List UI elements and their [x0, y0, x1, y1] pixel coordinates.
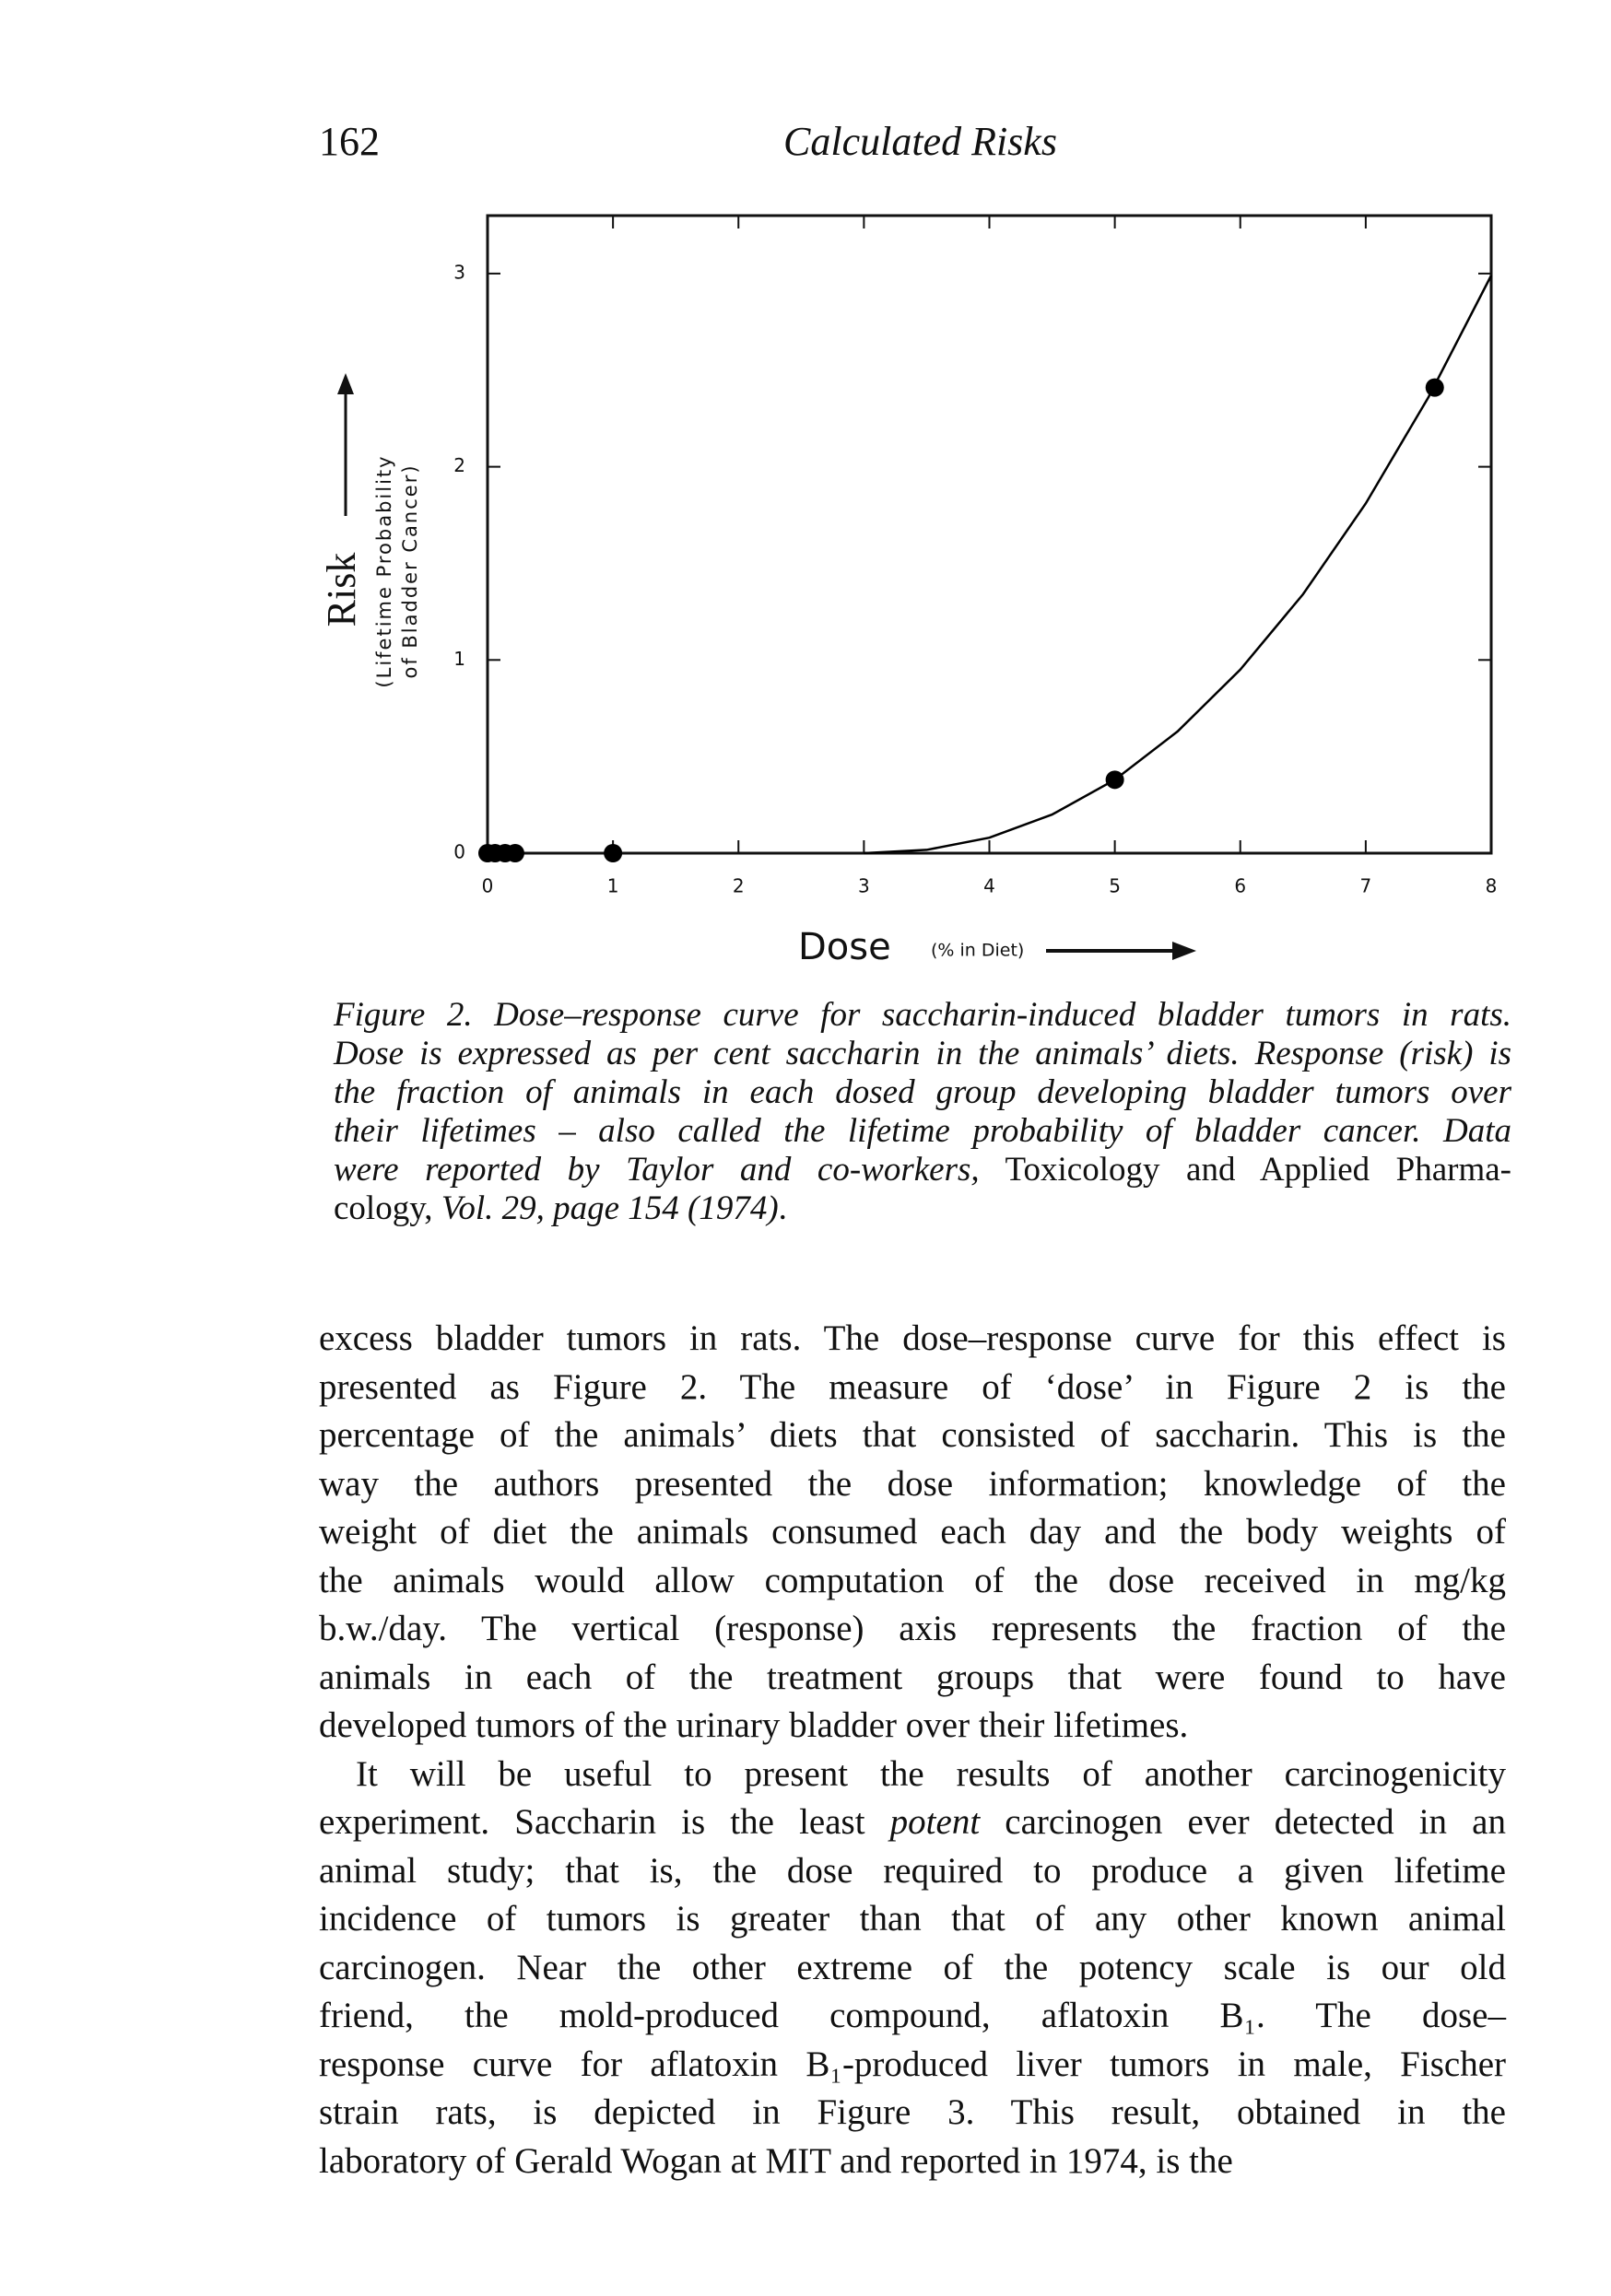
- caption-line: the fraction of animals in each dosed gr…: [334, 1073, 1511, 1111]
- y-sublabel: of Bladder Cancer): [399, 463, 421, 678]
- caption-text: Toxicology and Applied Pharma-: [979, 1151, 1511, 1189]
- x-tick-label: 8: [1486, 875, 1498, 897]
- caption-text: cology,: [334, 1189, 441, 1227]
- caption-text: .: [778, 1189, 787, 1227]
- body-line: animals in each of the treatment groups …: [319, 1657, 1506, 1697]
- body-line: carcinogen. Near the other extreme of th…: [319, 1947, 1506, 1987]
- body-line: response curve for aflatoxin B₁-produced…: [319, 2044, 1506, 2084]
- x-tick-label: 3: [858, 875, 870, 897]
- y-tick-label: 2: [453, 454, 465, 476]
- x-tick-label: 4: [983, 875, 995, 897]
- body-line: animal study; that is, the dose required…: [319, 1850, 1506, 1891]
- x-tick-label: 7: [1360, 875, 1372, 897]
- body-line: strain rats, is depicted in Figure 3. Th…: [319, 2092, 1506, 2132]
- caption-line: cology, Vol. 29, page 154 (1974).: [334, 1189, 1511, 1228]
- x-arrowhead: [1172, 942, 1196, 960]
- body-line: excess bladder tumors in rats. The dose–…: [319, 1318, 1506, 1358]
- caption-line: their lifetimes – also called the lifeti…: [334, 1112, 1511, 1150]
- data-point: [505, 844, 524, 862]
- body-line: weight of diet the animals consumed each…: [319, 1512, 1506, 1552]
- x-sublabel: (% in Diet): [931, 941, 1024, 961]
- y-tick-label: 3: [453, 261, 465, 283]
- body-line: presented as Figure 2. The measure of ‘d…: [319, 1366, 1506, 1407]
- x-tick-label: 5: [1109, 875, 1121, 897]
- x-tick-label: 6: [1234, 875, 1246, 897]
- body-line: friend, the mold-produced compound, afla…: [319, 1996, 1506, 2035]
- body-line: experiment. Saccharin is the least poten…: [319, 1801, 1506, 1843]
- caption-line: Figure 2. Dose–response curve for saccha…: [334, 996, 1511, 1034]
- y-tick-label: 1: [453, 648, 465, 670]
- body-line: laboratory of Gerald Wogan at MIT and re…: [319, 2140, 1233, 2181]
- plot-frame: [486, 214, 1493, 855]
- y-tick-label: 0: [453, 841, 465, 863]
- caption-line: were reported by Taylor and co-workers, …: [334, 1150, 1511, 1189]
- fit-curve: [864, 275, 1493, 855]
- body-line: incidence of tumors is greater than that…: [319, 1899, 1506, 1939]
- body-line: the animals would allow computation of t…: [319, 1560, 1506, 1600]
- x-tick-label: 1: [607, 875, 619, 897]
- body-text: carcinogen ever detected in an: [980, 1802, 1506, 1842]
- body-line: developed tumors of the urinary bladder …: [319, 1705, 1189, 1745]
- body-line: It will be useful to present the results…: [356, 1753, 1506, 1794]
- caption-text: were reported by Taylor and co-workers,: [334, 1151, 980, 1189]
- body-line: percentage of the animals’ diets that co…: [319, 1415, 1506, 1455]
- page-number: 162: [319, 119, 380, 164]
- chart: Risk (Lifetime Probability of Bladder Ca…: [319, 214, 1498, 968]
- x-tick-label: 0: [482, 875, 494, 897]
- x-label: Dose: [798, 926, 891, 968]
- x-tick-label: 2: [733, 875, 745, 897]
- body-line: way the authors presented the dose infor…: [319, 1463, 1506, 1504]
- caption-text: Vol. 29, page 154 (1974): [441, 1189, 779, 1227]
- y-label: Risk: [319, 553, 364, 627]
- caption-line: Dose is expressed as per cent saccharin …: [334, 1035, 1511, 1072]
- y-arrowhead: [337, 373, 354, 394]
- body-text: potent: [889, 1802, 981, 1842]
- body-line: b.w./day. The vertical (response) axis r…: [319, 1609, 1506, 1648]
- body-text: experiment. Saccharin is the least: [319, 1802, 890, 1842]
- y-sublabel: (Lifetime Probability: [373, 454, 395, 687]
- running-title: Calculated Risks: [783, 119, 1057, 164]
- data-point: [604, 844, 623, 862]
